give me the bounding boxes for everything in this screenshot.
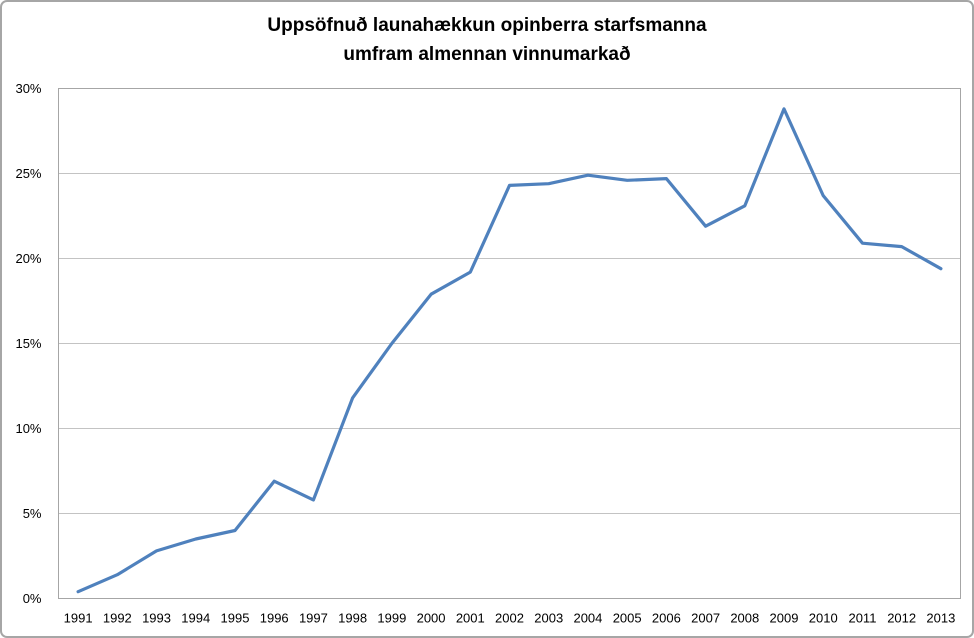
x-axis-tick-label: 1999	[377, 611, 406, 626]
x-axis-tick-label: 1996	[260, 611, 289, 626]
x-axis-tick-label: 1995	[221, 611, 250, 626]
y-axis-tick-label: 25%	[15, 166, 41, 181]
x-axis-tick-label: 2001	[456, 611, 485, 626]
x-axis-tick-label: 2013	[926, 611, 955, 626]
x-axis-tick-label: 2006	[652, 611, 681, 626]
y-axis-tick-label: 10%	[15, 421, 41, 436]
y-axis-tick-label: 5%	[23, 506, 42, 521]
y-axis-tick-label: 20%	[15, 251, 41, 266]
x-axis-tick-label: 2010	[809, 611, 838, 626]
x-axis-tick-label: 1991	[64, 611, 93, 626]
x-axis-tick-label: 2007	[691, 611, 720, 626]
chart-title-line-2: umfram almennan vinnumarkað	[343, 44, 631, 65]
x-axis-tick-label: 2000	[417, 611, 446, 626]
x-axis-tick-label: 1997	[299, 611, 328, 626]
chart-title-line-1: Uppsöfnuð launahækkun opinberra starfsma…	[267, 15, 707, 36]
x-axis-tick-label: 1998	[338, 611, 367, 626]
x-axis-tick-label: 2008	[730, 611, 759, 626]
x-axis-tick-label: 2005	[613, 611, 642, 626]
y-axis-tick-label: 0%	[23, 591, 42, 606]
y-axis-tick-label: 15%	[15, 336, 41, 351]
chart-title: Uppsöfnuð launahækkun opinberra starfsma…	[0, 11, 974, 69]
x-axis-tick-label: 2011	[848, 611, 876, 626]
plot-area-border	[58, 88, 961, 599]
x-axis-tick-label: 1993	[142, 611, 171, 626]
y-axis-tick-label: 30%	[15, 81, 41, 96]
x-axis-tick-label: 1992	[103, 611, 132, 626]
data-series-line	[76, 107, 943, 594]
x-axis-tick-label: 1994	[181, 611, 210, 626]
x-axis-tick-label: 2004	[573, 611, 602, 626]
x-axis-tick-label: 2002	[495, 611, 524, 626]
x-axis-tick-label: 2012	[887, 611, 916, 626]
x-axis-tick-label: 2009	[770, 611, 799, 626]
x-axis-tick-label: 2003	[534, 611, 563, 626]
